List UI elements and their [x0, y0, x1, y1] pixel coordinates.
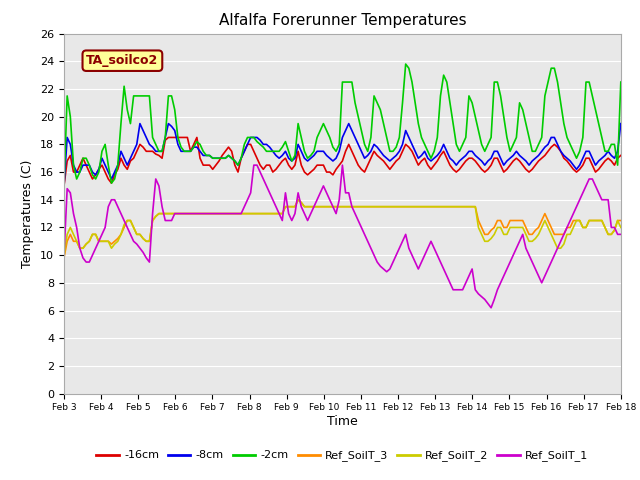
Text: TA_soilco2: TA_soilco2 [86, 54, 159, 67]
-16cm [405, 144, 413, 150]
-2cm [60, 183, 68, 189]
-2cm [468, 100, 476, 106]
Legend: -16cm, -8cm, -2cm, Ref_SoilT_3, Ref_SoilT_2, Ref_SoilT_1: -16cm, -8cm, -2cm, Ref_SoilT_3, Ref_Soil… [92, 446, 593, 466]
Line: Ref_SoilT_1: Ref_SoilT_1 [64, 165, 621, 308]
-2cm [538, 134, 545, 140]
-8cm [60, 183, 68, 189]
-8cm [405, 134, 413, 140]
Line: Ref_SoilT_2: Ref_SoilT_2 [64, 200, 621, 255]
Line: -16cm: -16cm [64, 137, 621, 186]
-8cm [617, 120, 625, 126]
X-axis label: Time: Time [327, 415, 358, 428]
-2cm [402, 61, 410, 67]
Ref_SoilT_3 [218, 211, 226, 216]
Ref_SoilT_2 [392, 204, 400, 210]
Ref_SoilT_3 [237, 211, 245, 216]
Ref_SoilT_1 [237, 211, 245, 216]
-16cm [468, 156, 476, 161]
-16cm [538, 156, 545, 161]
Ref_SoilT_1 [405, 245, 413, 251]
-16cm [221, 148, 229, 154]
Ref_SoilT_1 [250, 162, 258, 168]
-2cm [617, 79, 625, 85]
-16cm [241, 148, 248, 154]
-8cm [392, 153, 400, 158]
Ref_SoilT_3 [405, 204, 413, 210]
-2cm [218, 156, 226, 161]
Ref_SoilT_2 [617, 225, 625, 230]
-2cm [405, 65, 413, 71]
Line: -8cm: -8cm [64, 123, 621, 186]
Ref_SoilT_1 [617, 231, 625, 237]
-16cm [164, 134, 172, 140]
Line: -2cm: -2cm [64, 64, 621, 186]
Ref_SoilT_1 [487, 305, 495, 311]
-8cm [538, 148, 545, 154]
-8cm [136, 120, 144, 126]
Ref_SoilT_1 [392, 252, 400, 258]
-8cm [241, 148, 248, 154]
-16cm [392, 158, 400, 164]
-8cm [468, 148, 476, 154]
-16cm [60, 183, 68, 189]
Ref_SoilT_2 [468, 204, 476, 210]
Ref_SoilT_2 [237, 211, 245, 216]
Ref_SoilT_3 [392, 204, 400, 210]
Y-axis label: Temperatures (C): Temperatures (C) [22, 159, 35, 268]
Ref_SoilT_3 [468, 204, 476, 210]
Ref_SoilT_1 [468, 266, 476, 272]
Ref_SoilT_1 [218, 211, 226, 216]
Ref_SoilT_3 [60, 255, 68, 261]
-2cm [237, 156, 245, 161]
Title: Alfalfa Forerunner Temperatures: Alfalfa Forerunner Temperatures [219, 13, 466, 28]
Ref_SoilT_2 [538, 225, 545, 230]
-2cm [389, 148, 397, 154]
Ref_SoilT_3 [617, 217, 625, 223]
Ref_SoilT_2 [405, 204, 413, 210]
Line: Ref_SoilT_3: Ref_SoilT_3 [64, 200, 621, 258]
-8cm [221, 156, 229, 161]
Ref_SoilT_3 [294, 197, 302, 203]
Ref_SoilT_2 [218, 211, 226, 216]
Ref_SoilT_1 [541, 273, 548, 279]
Ref_SoilT_2 [60, 252, 68, 258]
-16cm [617, 153, 625, 158]
Ref_SoilT_2 [294, 197, 302, 203]
Ref_SoilT_3 [538, 217, 545, 223]
Ref_SoilT_1 [60, 252, 68, 258]
